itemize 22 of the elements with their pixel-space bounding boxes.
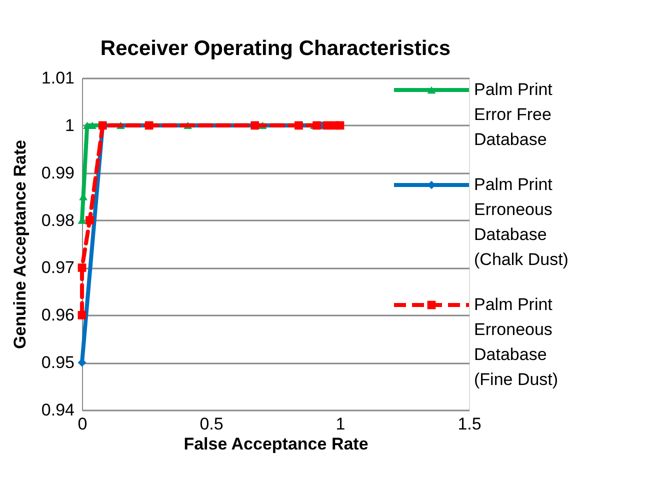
y-tick-label: 0.98 — [41, 210, 74, 230]
legend-label: Palm Print Error Free Database — [474, 80, 553, 149]
x-tick-label: 0.5 — [200, 414, 224, 434]
y-tick-label: 0.94 — [41, 400, 74, 420]
x-axis-title: False Acceptance Rate — [184, 434, 368, 454]
chart-title: Receiver Operating Characteristics — [100, 37, 451, 60]
point — [78, 310, 86, 320]
y-axis-title: Genuine Acceptance Rate — [10, 140, 30, 350]
x-tick-label: 1.5 — [458, 414, 482, 434]
x-tick-label: 1 — [336, 414, 346, 434]
y-tick-label: 1.01 — [41, 68, 74, 88]
y-tick-label: 1 — [65, 116, 74, 135]
legend-label: Palm Print Erroneous Database (Chalk Dust) — [474, 175, 568, 269]
point — [322, 121, 332, 130]
point — [86, 216, 94, 224]
x-tick-label: 0 — [78, 414, 88, 434]
y-tick-label: 0.95 — [41, 353, 74, 372]
y-tick-label: 0.97 — [41, 258, 74, 278]
legend-label: Palm Print Erroneous Database (Fine Dust) — [474, 295, 558, 389]
point — [78, 264, 86, 272]
y-tick-label: 0.96 — [41, 306, 74, 325]
y-tick-label: 0.99 — [41, 163, 74, 182]
